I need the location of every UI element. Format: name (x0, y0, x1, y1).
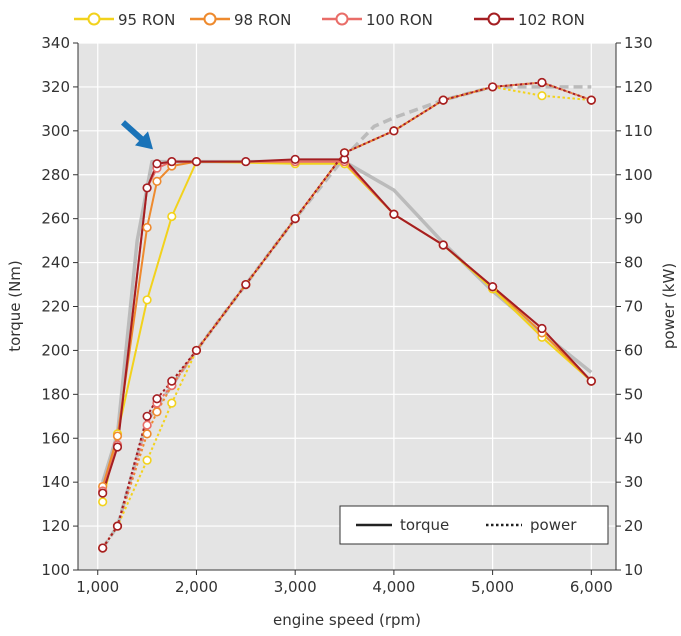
x-tick-label: 3,000 (274, 578, 317, 596)
power-point (339, 148, 350, 158)
y-right-tick-label: 20 (624, 517, 643, 535)
power-point (142, 411, 152, 421)
x-tick-label: 2,000 (175, 578, 218, 596)
power-point (537, 77, 547, 88)
y-left-tick-label: 320 (41, 78, 70, 96)
legend-marker (87, 12, 101, 26)
y-left-tick-label: 240 (41, 254, 70, 272)
legend-label: 100 RON (366, 11, 433, 29)
y-right-tick-label: 40 (624, 429, 643, 447)
x-tick-label: 4,000 (372, 578, 415, 596)
y-left-tick-label: 200 (41, 341, 70, 359)
torque-point (152, 176, 162, 186)
power-point (152, 394, 162, 404)
series-markers (98, 77, 596, 553)
y-right-tick-label: 60 (624, 341, 643, 359)
torque-point (112, 431, 123, 441)
power-point (488, 82, 498, 92)
torque-point (142, 222, 152, 233)
power-point (537, 91, 547, 101)
line-style-label-torque: torque (400, 516, 449, 534)
y-right-tick-label: 10 (624, 561, 643, 579)
y-left-tick-label: 120 (41, 517, 70, 535)
y-left-tick-label: 340 (41, 34, 70, 52)
y-right-tick-label: 70 (624, 298, 643, 316)
legend-marker (203, 12, 217, 26)
y-right-tick-label: 90 (624, 210, 643, 228)
torque-point (98, 497, 108, 507)
y-left-tick-label: 300 (41, 122, 70, 140)
torque-point (191, 156, 202, 167)
power-point (167, 398, 177, 408)
power-point (191, 345, 202, 356)
torque-point (537, 323, 547, 334)
torque-point (167, 211, 177, 222)
legend-marker (487, 12, 501, 26)
torque-point (389, 209, 399, 219)
y-left-tick-label: 260 (41, 210, 70, 228)
arrow-head (134, 131, 153, 150)
y-right-tick-label: 120 (624, 78, 653, 96)
x-tick-label: 5,000 (471, 578, 514, 596)
y-right-tick-label: 50 (624, 385, 643, 403)
torque-point (112, 442, 123, 452)
y-left-tick-label: 160 (41, 429, 70, 447)
legend-label: 95 RON (118, 11, 175, 29)
axes: 100 10 120 20 140 30 160 40 180 50 200 60 220 70 240 80… (41, 34, 652, 596)
power-point (167, 376, 177, 386)
power-line-102-ron (101, 81, 592, 549)
torque-point (167, 156, 177, 167)
power-point (112, 521, 123, 531)
power-point (241, 279, 251, 290)
y-left-tick-label: 180 (41, 385, 70, 403)
power-point (290, 214, 300, 224)
power-point (586, 95, 596, 105)
legend-label: 98 RON (234, 11, 291, 29)
line-style-label-power: power (530, 516, 577, 534)
torque-line-95-ron (101, 160, 592, 503)
x-axis-title: engine speed (rpm) (273, 611, 421, 629)
arrow-shaft (120, 120, 146, 143)
legend-marker (335, 12, 349, 26)
power-point (438, 95, 448, 105)
line-style-legend: torque power (339, 505, 609, 545)
power-point (142, 429, 152, 439)
torque-point (290, 154, 300, 164)
torque-point (241, 156, 251, 167)
legend-label: 102 RON (518, 11, 585, 29)
y-left-tick-label: 100 (41, 561, 70, 579)
arrow-icon (120, 120, 153, 150)
annotation (120, 120, 153, 150)
torque-point (438, 240, 448, 250)
y-right-tick-label: 100 (624, 166, 653, 184)
torque-point (152, 159, 162, 169)
legend: 95 RON 98 RON 100 RON 102 RON (74, 11, 585, 29)
power-point (142, 420, 152, 430)
power-point (152, 407, 162, 417)
y-right-axis-title: power (kW) (660, 263, 678, 349)
torque-point (586, 376, 596, 386)
torque-point (142, 295, 152, 305)
torque-point (488, 282, 498, 292)
power-point (142, 455, 152, 465)
y-left-tick-label: 140 (41, 473, 70, 491)
power-point (389, 126, 399, 136)
power-point (98, 543, 108, 553)
y-right-tick-label: 30 (624, 473, 643, 491)
y-left-tick-label: 220 (41, 298, 70, 316)
y-left-tick-label: 280 (41, 166, 70, 184)
x-tick-label: 6,000 (570, 578, 613, 596)
y-left-axis-title: torque (Nm) (6, 260, 24, 352)
torque-point (142, 183, 152, 193)
grid-lines (78, 42, 616, 571)
x-tick-label: 1,000 (76, 578, 119, 596)
torque-point (98, 488, 108, 498)
y-right-tick-label: 130 (624, 34, 653, 52)
y-right-tick-label: 110 (624, 122, 653, 140)
y-right-tick-label: 80 (624, 254, 643, 272)
